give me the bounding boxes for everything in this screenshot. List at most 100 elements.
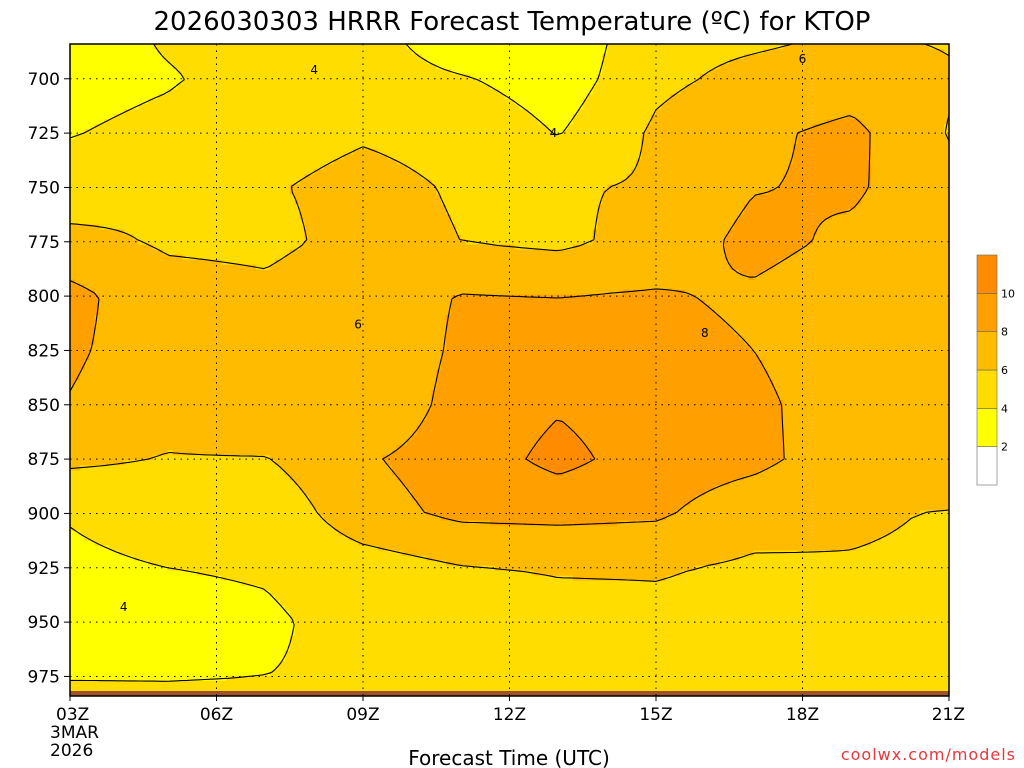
temperature-band-cell	[782, 455, 950, 461]
temperature-band-cell	[436, 370, 769, 376]
temperature-band-cell	[817, 229, 950, 236]
temperature-band-cell	[70, 49, 159, 55]
temperature-band-cell	[431, 405, 784, 411]
temperature-band-cell	[592, 84, 686, 90]
temperature-band-cell	[70, 665, 276, 672]
temperature-band-cell	[597, 79, 696, 85]
contour-value-label: 6	[799, 52, 807, 66]
temperature-band-cell	[743, 209, 848, 216]
temperature-band-cell	[70, 294, 100, 301]
temperature-band-cell	[221, 259, 276, 266]
temperature-band-cell	[70, 455, 154, 461]
temperature-band-cell	[856, 545, 950, 552]
temperature-band-cell	[763, 359, 950, 366]
temperature-band-cell	[812, 234, 950, 241]
temperature-band-cell	[431, 400, 784, 406]
temperature-band-cell	[729, 259, 779, 266]
temperature-band-cell	[602, 199, 750, 206]
temperature-band-cell	[455, 229, 594, 236]
y-tick-label: 850	[28, 396, 60, 416]
temperature-band-cell	[70, 314, 96, 321]
temperature-band-cell	[70, 445, 398, 451]
temperature-band-cell	[70, 239, 139, 246]
temperature-band-cell	[548, 425, 569, 431]
temperature-band-cell	[572, 244, 725, 251]
temperature-band-cell	[436, 189, 603, 196]
y-tick-label: 825	[28, 341, 60, 361]
temperature-band-cell	[553, 129, 564, 135]
y-tick-label: 725	[28, 124, 60, 144]
temperature-band-cell	[70, 625, 296, 632]
temperature-band-cell	[70, 209, 301, 216]
temperature-band-cell	[607, 184, 779, 191]
colorbar: 2 4 6 8 10	[976, 254, 1015, 486]
temperature-band-cell	[104, 119, 540, 125]
temperature-band-cell	[70, 169, 315, 175]
temperature-band-cell	[70, 610, 291, 617]
temperature-band-cell	[861, 199, 950, 206]
temperature-band-cell	[870, 129, 945, 135]
temperature-band-cell	[724, 249, 799, 256]
y-tick-label: 900	[28, 504, 60, 524]
temperature-band-cell	[70, 680, 950, 687]
x-tick-label: 06Z	[200, 705, 233, 725]
temperature-band-cell	[553, 420, 564, 426]
colorbar-segment	[976, 331, 998, 371]
temperature-band-cell	[865, 124, 945, 130]
colorbar-segment	[976, 293, 998, 332]
temperature-band-cell	[587, 460, 779, 466]
temperature-band-cell	[70, 635, 291, 642]
temperature-band-cell	[70, 309, 100, 316]
temperature-band-cell	[739, 555, 950, 562]
temperature-band-cell	[94, 289, 623, 296]
colorbar-tick-label: 8	[1001, 326, 1008, 339]
temperature-band-cell	[724, 234, 813, 241]
temperature-band-cell	[84, 364, 442, 371]
temperature-band-cell	[157, 49, 413, 55]
temperature-band-cell	[70, 595, 276, 602]
temperature-band-cell	[162, 54, 423, 60]
temperature-band-cell	[70, 415, 428, 421]
temperature-band-cell	[607, 44, 784, 50]
temperature-band-cell	[299, 204, 447, 211]
temperature-band-cell	[70, 670, 271, 677]
colorbar-tick-label: 6	[1001, 364, 1008, 377]
temperature-band-cell	[431, 395, 779, 401]
y-tick-label: 775	[28, 233, 60, 253]
temperature-band-cell	[450, 309, 716, 316]
temperature-band-cell	[421, 505, 682, 512]
temperature-band-cell	[768, 465, 950, 471]
temperature-band-cell	[153, 455, 271, 461]
temperature-band-cell	[782, 179, 872, 186]
temperature-band-cell	[870, 134, 950, 140]
x-tick-label: 21Z	[932, 705, 965, 725]
temperature-band-cell	[778, 460, 950, 466]
temperature-band-cell	[753, 349, 950, 356]
temperature-band-cell	[167, 565, 496, 572]
temperature-band-cell	[905, 520, 950, 527]
temperature-band-cell	[729, 324, 950, 331]
temperature-band-cell	[94, 329, 447, 336]
temperature-band-cell	[70, 480, 296, 486]
temperature-band-cell	[284, 605, 950, 612]
temperature-band-cell	[690, 500, 950, 507]
temperature-band-cell	[70, 650, 286, 657]
x-axis: 03Z 06Z 09Z 12Z 15Z 18Z 21Z	[56, 696, 965, 725]
temperature-band-cell	[533, 570, 682, 577]
temperature-band-cell	[70, 159, 335, 165]
temperature-band-cell	[812, 239, 950, 246]
temperature-band-cell	[538, 440, 584, 446]
temperature-band-cell	[70, 164, 325, 170]
temperature-band-cell	[582, 104, 662, 110]
temperature-band-cell	[314, 169, 418, 175]
temperature-band-cell	[70, 154, 345, 160]
temperature-band-cell	[597, 209, 745, 216]
temperature-band-cell	[743, 54, 950, 60]
temperature-band-cell	[397, 445, 535, 451]
temperature-band-cell	[309, 495, 413, 501]
temperature-band-cell	[665, 575, 950, 582]
temperature-band-cell	[70, 585, 262, 592]
temperature-band-cell	[294, 199, 442, 206]
temperature-band-cell	[70, 500, 310, 507]
temperature-band-cell	[802, 129, 872, 135]
